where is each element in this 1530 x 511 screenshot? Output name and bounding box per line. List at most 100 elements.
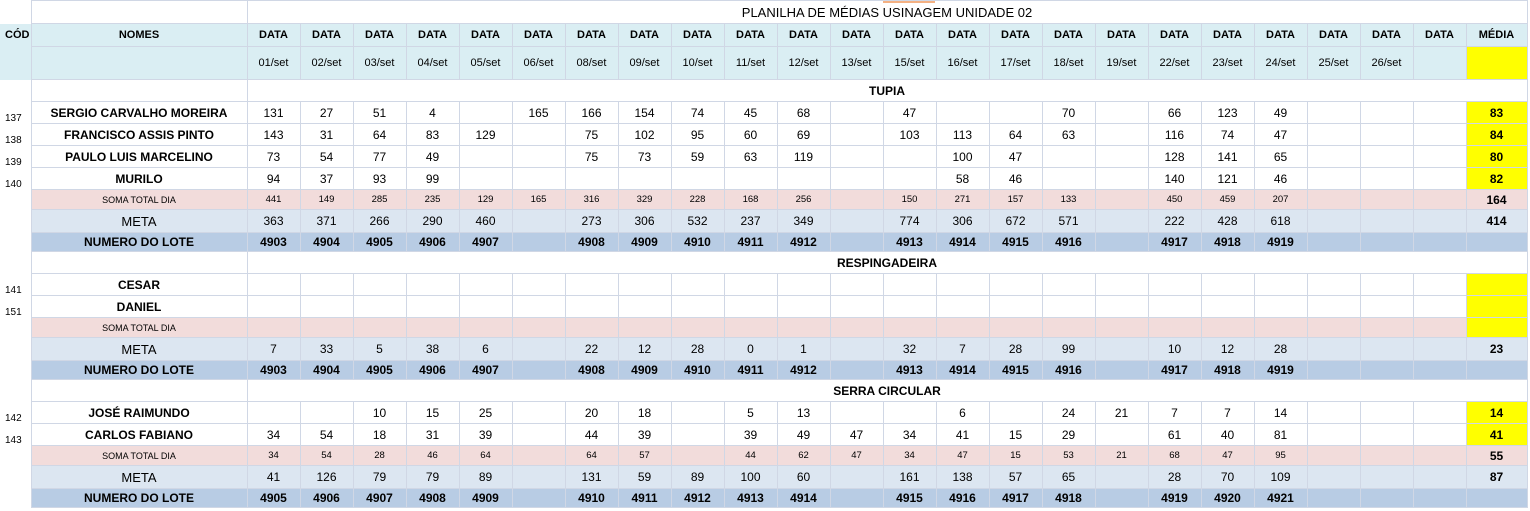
data-header[interactable]: DATA — [1094, 23, 1149, 47]
value-cell[interactable] — [1094, 123, 1149, 146]
meta-value[interactable]: 22 — [564, 337, 619, 361]
cod-cell[interactable] — [0, 488, 32, 508]
worker-code[interactable]: 137 — [0, 101, 32, 124]
data-header[interactable]: DATA — [352, 23, 407, 47]
meta-value[interactable]: 28 — [1147, 465, 1202, 489]
blank-cell[interactable] — [30, 46, 248, 80]
value-cell[interactable]: 27 — [299, 101, 354, 124]
value-cell[interactable]: 20 — [564, 401, 619, 424]
value-cell[interactable]: 83 — [405, 123, 460, 146]
meta-value[interactable] — [829, 465, 884, 489]
meta-value[interactable]: 273 — [564, 209, 619, 233]
meta-media[interactable]: 87 — [1465, 465, 1528, 489]
soma-value[interactable] — [1306, 189, 1361, 210]
meta-value[interactable]: 60 — [776, 465, 831, 489]
value-cell[interactable]: 95 — [670, 123, 725, 146]
worker-name[interactable]: CARLOS FABIANO — [30, 423, 248, 446]
cod-cell[interactable] — [0, 379, 32, 402]
lote-value[interactable]: 4915 — [882, 488, 937, 508]
value-cell[interactable] — [829, 295, 884, 318]
value-cell[interactable] — [511, 423, 566, 446]
meta-value[interactable]: 161 — [882, 465, 937, 489]
lote-label[interactable]: NUMERO DO LOTE — [30, 232, 248, 252]
worker-code[interactable]: 143 — [0, 423, 32, 446]
lote-value[interactable]: 4907 — [458, 232, 513, 252]
data-header[interactable]: DATA — [511, 23, 566, 47]
value-cell[interactable] — [723, 167, 778, 190]
value-cell[interactable] — [670, 273, 725, 296]
value-cell[interactable] — [1359, 101, 1414, 124]
value-cell[interactable] — [564, 167, 619, 190]
meta-value[interactable] — [829, 209, 884, 233]
value-cell[interactable] — [829, 145, 884, 168]
meta-value[interactable] — [1306, 209, 1361, 233]
lote-value[interactable]: 4905 — [352, 360, 407, 380]
lote-value[interactable]: 4912 — [670, 488, 725, 508]
value-cell[interactable]: 46 — [988, 167, 1043, 190]
data-header[interactable]: DATA — [299, 23, 354, 47]
meta-value[interactable]: 70 — [1200, 465, 1255, 489]
blank-cell[interactable] — [30, 79, 248, 102]
soma-value[interactable]: 57 — [617, 445, 672, 466]
meta-value[interactable]: 5 — [352, 337, 407, 361]
date-cell[interactable]: 01/set — [246, 46, 301, 80]
lote-value[interactable]: 4919 — [1253, 232, 1308, 252]
value-cell[interactable]: 4 — [405, 101, 460, 124]
data-header[interactable]: DATA — [1412, 23, 1467, 47]
meta-value[interactable]: 32 — [882, 337, 937, 361]
meta-media[interactable]: 23 — [1465, 337, 1528, 361]
value-cell[interactable] — [405, 295, 460, 318]
soma-value[interactable]: 47 — [935, 445, 990, 466]
value-cell[interactable]: 77 — [352, 145, 407, 168]
soma-value[interactable]: 34 — [882, 445, 937, 466]
value-cell[interactable] — [1200, 273, 1255, 296]
soma-value[interactable] — [1200, 317, 1255, 338]
value-cell[interactable] — [829, 273, 884, 296]
meta-value[interactable]: 428 — [1200, 209, 1255, 233]
soma-value[interactable]: 34 — [246, 445, 301, 466]
value-cell[interactable]: 18 — [352, 423, 407, 446]
soma-value[interactable] — [564, 317, 619, 338]
soma-value[interactable] — [1094, 317, 1149, 338]
lote-value[interactable] — [1359, 232, 1414, 252]
data-header[interactable]: DATA — [1200, 23, 1255, 47]
lote-value[interactable] — [1412, 232, 1467, 252]
meta-value[interactable]: 138 — [935, 465, 990, 489]
value-cell[interactable] — [670, 167, 725, 190]
soma-value[interactable] — [1412, 445, 1467, 466]
lote-value[interactable] — [511, 488, 566, 508]
soma-value[interactable] — [1359, 445, 1414, 466]
date-cell[interactable]: 06/set — [511, 46, 566, 80]
value-cell[interactable] — [458, 167, 513, 190]
value-cell[interactable] — [1412, 273, 1467, 296]
value-cell[interactable] — [723, 295, 778, 318]
date-cell[interactable]: 24/set — [1253, 46, 1308, 80]
data-header[interactable]: DATA — [564, 23, 619, 47]
value-cell[interactable] — [1359, 401, 1414, 424]
cod-cell[interactable] — [0, 465, 32, 489]
value-cell[interactable]: 47 — [882, 101, 937, 124]
soma-value[interactable] — [511, 317, 566, 338]
soma-value[interactable]: 95 — [1253, 445, 1308, 466]
meta-value[interactable]: 79 — [352, 465, 407, 489]
lote-value[interactable] — [1094, 488, 1149, 508]
value-cell[interactable] — [1306, 295, 1361, 318]
value-cell[interactable] — [246, 273, 301, 296]
worker-code[interactable]: 139 — [0, 145, 32, 168]
value-cell[interactable]: 70 — [1041, 101, 1096, 124]
soma-value[interactable] — [882, 317, 937, 338]
meta-value[interactable]: 12 — [1200, 337, 1255, 361]
value-cell[interactable] — [511, 123, 566, 146]
lote-value[interactable]: 4904 — [299, 232, 354, 252]
value-cell[interactable] — [670, 401, 725, 424]
value-cell[interactable]: 34 — [882, 423, 937, 446]
meta-value[interactable]: 57 — [988, 465, 1043, 489]
soma-value[interactable] — [829, 189, 884, 210]
soma-value[interactable] — [1359, 317, 1414, 338]
meta-value[interactable] — [1412, 209, 1467, 233]
meta-value[interactable]: 306 — [935, 209, 990, 233]
cod-cell[interactable] — [0, 209, 32, 233]
soma-value[interactable] — [405, 317, 460, 338]
value-cell[interactable]: 119 — [776, 145, 831, 168]
value-cell[interactable]: 49 — [776, 423, 831, 446]
